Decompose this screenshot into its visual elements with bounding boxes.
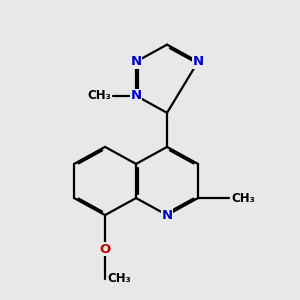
Text: O: O bbox=[99, 243, 111, 256]
Text: N: N bbox=[193, 55, 204, 68]
Text: CH₃: CH₃ bbox=[88, 89, 111, 102]
Text: CH₃: CH₃ bbox=[107, 272, 131, 285]
Text: N: N bbox=[130, 55, 142, 68]
Text: N: N bbox=[161, 208, 172, 222]
Text: CH₃: CH₃ bbox=[232, 191, 255, 205]
Text: N: N bbox=[130, 89, 142, 102]
